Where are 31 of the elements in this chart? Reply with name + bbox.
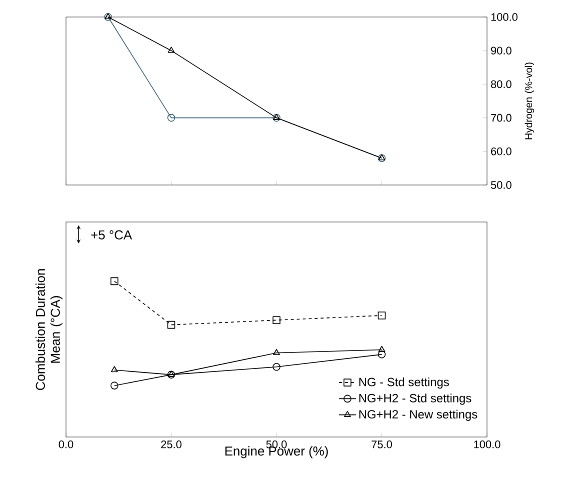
point [110, 382, 118, 390]
point [168, 46, 175, 53]
point [167, 320, 176, 329]
legend-label: NG+H2 - Std settings [359, 394, 472, 405]
x-tick-label: 0.0 [58, 440, 74, 448]
y-tick-label: 50.0 [490, 181, 512, 189]
point [273, 348, 280, 356]
legend-label: NG - Std settings [359, 377, 449, 389]
point [378, 312, 386, 320]
point [110, 366, 118, 372]
y-tick-label: 80.0 [490, 80, 512, 88]
y-tick-label: 100.0 [491, 13, 518, 21]
y-axis-title: Combustion Duration Mean (°CA) [35, 269, 62, 390]
point [272, 316, 280, 324]
point [110, 277, 118, 286]
point [272, 362, 280, 371]
x-tick-label: 25.0 [161, 440, 182, 448]
point [378, 350, 386, 358]
y-tick-label: 90.0 [491, 46, 512, 54]
point [167, 370, 176, 379]
x-tick-label: 100.0 [474, 440, 500, 448]
y-tick-label: 70.0 [491, 114, 512, 122]
point [168, 370, 175, 377]
x-tick-label: 75.0 [372, 440, 392, 448]
x-tick-label: 50.0 [266, 440, 287, 448]
y-axis-title: Hydrogen (%-vol) [524, 62, 534, 140]
point [167, 114, 176, 122]
text: +5 °CA [91, 230, 132, 240]
legend-label: NG+H2 - New settings [359, 410, 478, 421]
point [378, 346, 386, 352]
y-tick-label: 60.0 [491, 148, 512, 156]
